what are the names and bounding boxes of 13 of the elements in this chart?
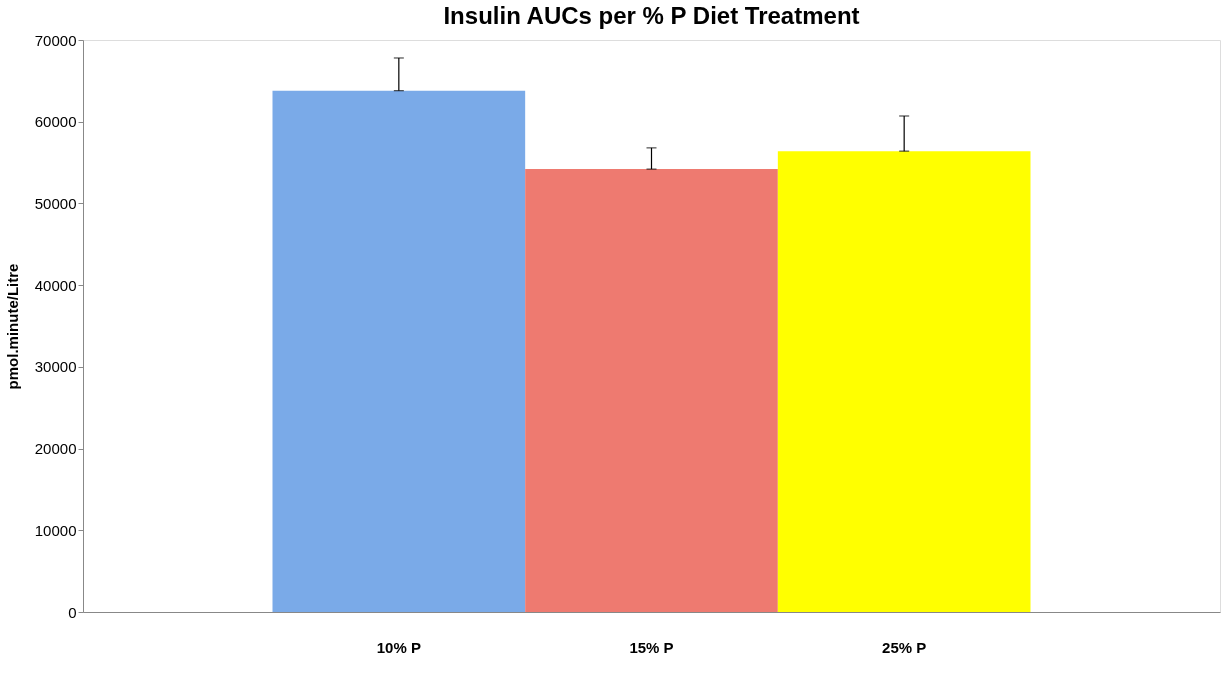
y-tick-label: 0 [68,603,77,621]
y-tick-label: 70000 [34,31,77,49]
y-tick-label: 40000 [34,276,77,294]
y-tick-label: 60000 [34,113,77,131]
x-tick-label: 10% P [376,638,421,656]
y-tick-label: 30000 [34,358,77,376]
y-axis-title: pmol.minute/Litre [3,263,21,390]
chart-title: Insulin AUCs per % P Diet Treatment [443,2,860,29]
y-tick-label: 10000 [34,521,77,539]
x-tick-label: 15% P [629,638,674,656]
y-tick-label: 50000 [34,194,77,212]
y-tick-label: 20000 [34,440,77,458]
x-tick-label: 25% P [882,638,927,656]
